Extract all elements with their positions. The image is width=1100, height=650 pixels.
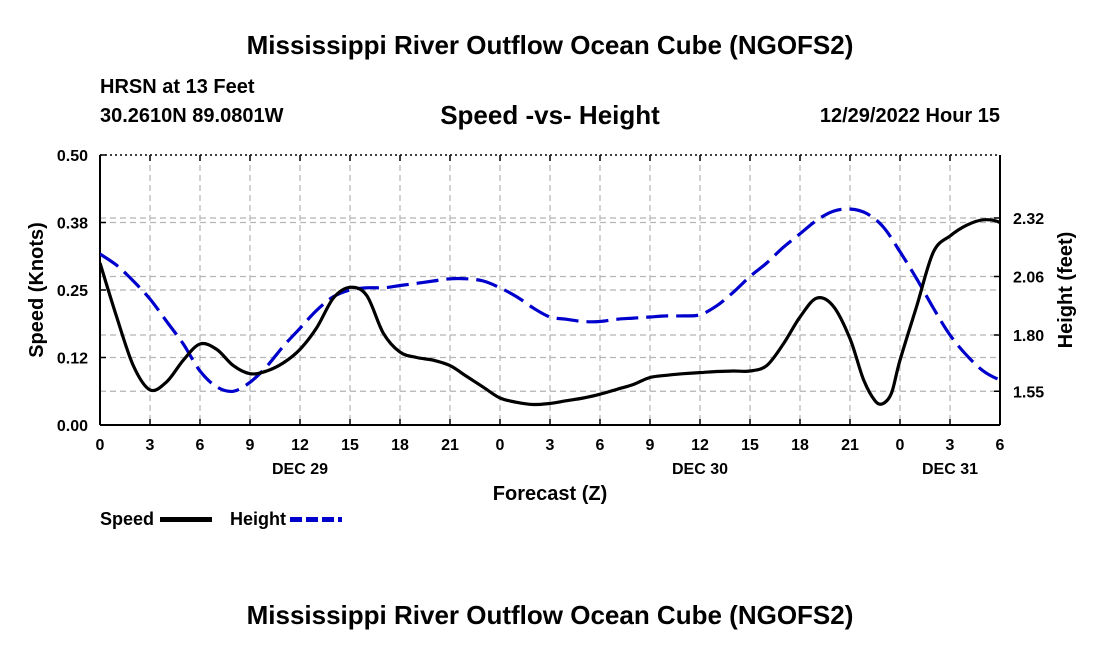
y-right-tick-label: 1.80 [1013,328,1044,345]
y-right-tick-label: 2.06 [1013,270,1044,287]
height-series-line [100,207,1000,394]
x-tick-label: 6 [596,437,605,454]
x-tick-label: 12 [691,437,709,454]
x-tick-label: 15 [341,437,359,454]
y-left-tick-label: 0.25 [57,283,88,300]
x-tick-label: 0 [896,437,905,454]
x-tick-label: 12 [291,437,309,454]
x-tick-label: 3 [546,437,555,454]
day-label: DEC 31 [922,461,978,478]
day-label: DEC 30 [672,461,728,478]
y-right-tick-label: 2.32 [1013,211,1044,228]
x-tick-label: 3 [146,437,155,454]
speed-series-line [100,218,1000,407]
x-tick-label: 9 [646,437,655,454]
x-tick-label: 6 [196,437,205,454]
x-tick-label: 9 [246,437,255,454]
footer-title: Mississippi River Outflow Ocean Cube (NG… [246,600,854,630]
legend-height-swatch [290,517,342,522]
station-name: HRSN at 13 Feet [100,76,255,98]
x-tick-label: 21 [441,437,459,454]
x-tick-label: 0 [496,437,505,454]
y-left-tick-label: 0.38 [57,216,88,233]
page-title: Mississippi River Outflow Ocean Cube (NG… [246,30,854,60]
legend-speed-label: Speed [100,509,155,529]
y-right-tick-label: 1.55 [1013,384,1044,401]
legend-height-label: Height [230,509,286,529]
x-tick-label: 21 [841,437,859,454]
x-tick-label: 18 [391,437,409,454]
x-axis-title: Forecast (Z) [493,483,607,505]
y-left-tick-label: 0.50 [57,148,88,165]
x-tick-label: 18 [791,437,809,454]
y-left-tick-label: 0.00 [57,418,88,435]
station-coordinates: 30.2610N 89.0801W [100,105,284,127]
y-left-tick-label: 0.12 [57,351,88,368]
x-tick-label: 3 [946,437,955,454]
legend-speed-swatch [160,517,212,522]
x-tick-label: 0 [96,437,105,454]
y-axis-left-title: Speed (Knots) [26,222,48,358]
x-tick-label: 15 [741,437,759,454]
x-tick-label: 6 [996,437,1005,454]
chart-subtitle: Speed -vs- Height [440,100,660,130]
y-axis-right-title: Height (feet) [1055,232,1077,349]
day-label: DEC 29 [272,461,328,478]
forecast-date: 12/29/2022 Hour 15 [819,105,1000,127]
